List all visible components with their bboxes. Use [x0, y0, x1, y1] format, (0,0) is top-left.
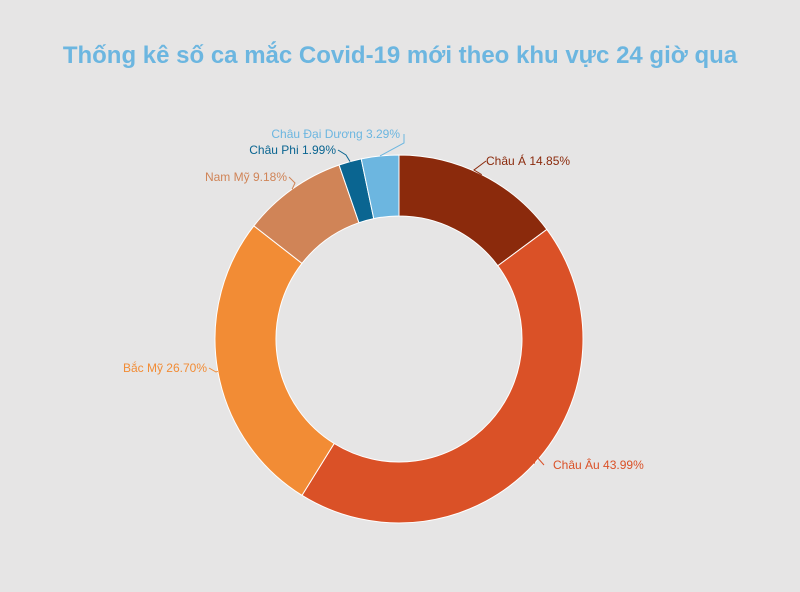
- leader-line-0: [473, 160, 487, 176]
- leader-line-5: [379, 134, 405, 157]
- chart-title: Thống kê số ca mắc Covid-19 mới theo khu…: [62, 42, 738, 69]
- leader-line-2: [208, 367, 219, 373]
- slice-1: [301, 228, 584, 524]
- leader-line-3: [288, 176, 296, 190]
- slice-label-3: Nam Mỹ 9.18%: [205, 170, 287, 184]
- slice-label-0: Châu Á 14.85%: [486, 153, 570, 168]
- slice-2: [214, 225, 335, 497]
- slice-label-4: Châu Phi 1.99%: [249, 143, 336, 157]
- leader-line-4: [337, 149, 351, 162]
- leader-line-1: [533, 454, 545, 466]
- slice-label-1: Châu Âu 43.99%: [553, 457, 644, 472]
- slice-label-2: Bắc Mỹ 26.70%: [123, 360, 207, 375]
- slice-label-5: Châu Đại Dương 3.29%: [271, 127, 400, 141]
- slice-5: [360, 154, 400, 220]
